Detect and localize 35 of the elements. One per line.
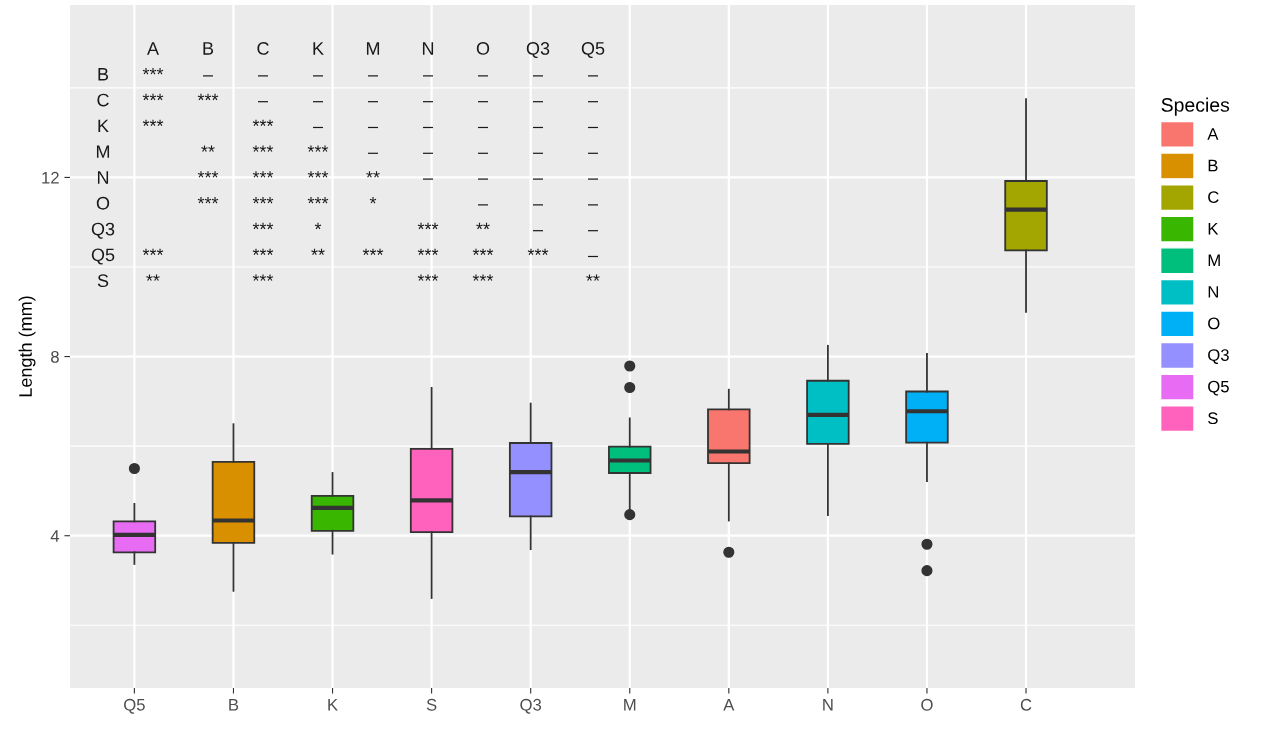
legend-label: C — [1208, 191, 1219, 204]
text: S ** *** *** *** ** — [97, 274, 600, 288]
x-tick-label: A — [723, 699, 735, 711]
legend-label: S — [1208, 412, 1218, 425]
y-tick-label: 4 — [50, 530, 60, 542]
x-tick-label: O — [921, 698, 933, 711]
text: Q5 *** *** ** *** *** *** *** – — [91, 248, 599, 265]
x-tick-label: M — [624, 699, 636, 711]
x-tick-label: B — [229, 699, 239, 711]
text: K *** *** – – – – – – — [98, 119, 599, 133]
y-axis-title: Length (mm) — [18, 296, 36, 397]
text: A B C K M N O Q3 Q5 — [147, 42, 605, 59]
text: C *** *** – – – – – – – — [97, 93, 599, 107]
y-tick-label: 12 — [42, 171, 59, 184]
legend-label: A — [1207, 128, 1219, 140]
x-tick-label: Q3 — [520, 698, 542, 714]
text: M ** *** *** – – – – – — [96, 145, 599, 158]
x-tick-label: K — [328, 699, 338, 711]
legend-label: Q5 — [1208, 380, 1229, 396]
legend-label: M — [1208, 254, 1220, 267]
x-tick-label: S — [426, 698, 437, 711]
legend-label: O — [1208, 317, 1220, 330]
y-tick-label: 8 — [51, 350, 59, 363]
text: N *** *** *** ** – – – – — [97, 171, 599, 184]
legend-label: K — [1208, 222, 1219, 235]
legend-label: Q3 — [1208, 349, 1229, 364]
x-tick-label: C — [1020, 698, 1032, 711]
legend-label: N — [1208, 286, 1218, 298]
legend-title: Species — [1161, 97, 1230, 116]
x-tick-label: Q5 — [124, 698, 145, 714]
text: B *** – – – – – – – – — [98, 68, 599, 81]
legend-label: B — [1208, 159, 1218, 172]
text: Q3 *** * *** ** – – — [91, 222, 599, 239]
x-tick-label: N — [823, 699, 833, 711]
text: O *** *** *** * – – – — [96, 196, 599, 210]
